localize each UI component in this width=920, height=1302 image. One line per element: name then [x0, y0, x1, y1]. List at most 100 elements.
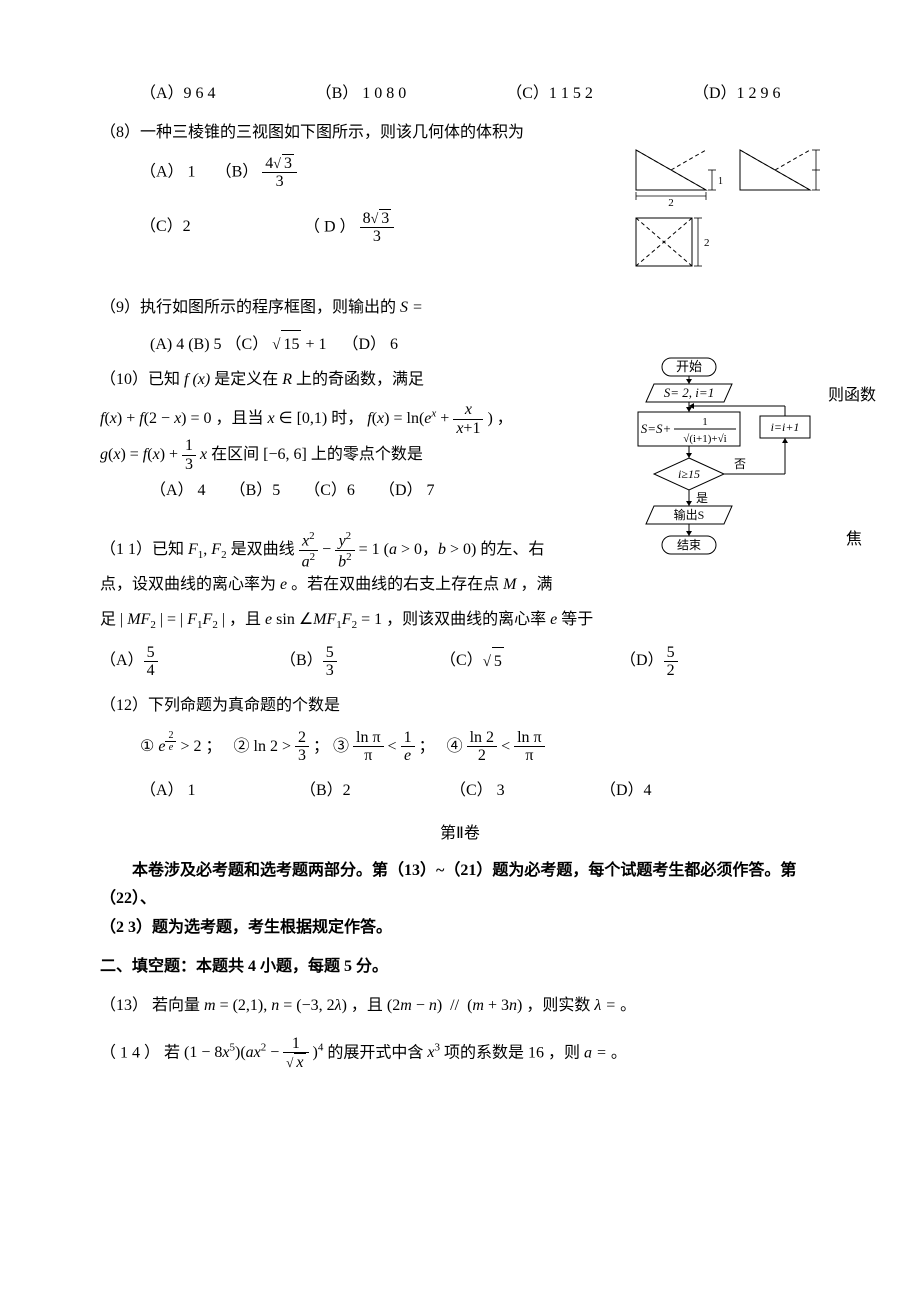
q13-a: （13） 若向量: [100, 997, 200, 1014]
q11-a-frac: 54: [144, 644, 158, 680]
q13-b: ，且: [351, 997, 383, 1014]
q14-pow: )4: [313, 1044, 324, 1061]
q11-c-label: （C）: [440, 647, 483, 676]
q11-side: 焦: [846, 526, 862, 555]
q10-l3a: 在区间: [211, 446, 259, 463]
dim-1a: 1: [718, 176, 723, 187]
q10-stem-a: （10）已知: [100, 371, 180, 388]
q11-l2a: 足: [100, 611, 116, 628]
q7-opt-a: （A）9 6 4: [140, 80, 216, 109]
q14-a: （ 1 4 ） 若: [100, 1044, 180, 1061]
q11-c-root: √5: [483, 647, 504, 677]
q11-d-frac: 52: [664, 644, 678, 680]
q11-l2d: 等于: [561, 611, 593, 628]
flowchart: 开始 S= 2, i=1 S=S+ 1 √(i+1)+√i i=i+1: [590, 354, 820, 584]
q14-d: ，则: [548, 1044, 580, 1061]
q14-expr: (1 − 8x5)(ax2 −: [184, 1044, 283, 1061]
q11-hyp2: y2b2: [335, 530, 355, 571]
q14-frac: 1√x: [283, 1035, 308, 1072]
section2-desc: 本卷涉及必考题和选考题两部分。第（13）~（21）题为必考题，每个试题考生都必须…: [100, 857, 820, 915]
q11-line2: 足 | MF2 | = | F1F2 | ，且 e sin ∠MF1F2 = 1…: [100, 606, 820, 636]
q10-l2c: ，: [497, 410, 513, 427]
q14-c: 项的系数是: [444, 1044, 524, 1061]
q11-l2b: ，且: [229, 611, 261, 628]
q11-options: （A） 54 （B） 53 （C） √5 （D） 52: [100, 644, 820, 680]
q12-stem: （12）下列命题为真命题的个数是: [100, 692, 820, 721]
q12-a: （A） 1: [140, 777, 300, 806]
section2-sub: 二、填空题：本题共 4 小题，每题 5 分。: [100, 953, 820, 982]
q13-par: (2m − n) // (m + 3n): [387, 997, 522, 1014]
q12-p2-frac: 23: [295, 729, 309, 765]
q11-a-label: （A）: [100, 647, 144, 676]
q12-p3b-frac: 1e: [401, 729, 415, 765]
section2-desc-b: （2 3）题为选考题，考生根据规定作答。: [100, 919, 392, 936]
q10-a: （A） 4: [150, 477, 206, 506]
q11-tail3: ，满: [520, 576, 552, 593]
q12-p2: ② ln 2 >: [234, 738, 291, 755]
q11-foci: F1, F2: [188, 541, 227, 558]
q14-e: 。: [611, 1044, 627, 1061]
flowchart-svg: 开始 S= 2, i=1 S=S+ 1 √(i+1)+√i i=i+1: [590, 354, 820, 584]
q9-a: (A) 4: [150, 336, 184, 353]
q12-p2-q12-p2t: ；: [313, 738, 329, 755]
three-views-svg: 2 1 2 1: [630, 144, 820, 274]
q11-minus: −: [322, 541, 335, 558]
q10-close: ): [487, 410, 492, 427]
q8-opt-c: （C）2: [140, 213, 300, 242]
q11-stem-a: （1 1）已知: [100, 541, 184, 558]
q10-g-frac: 13: [182, 437, 196, 473]
q12-p1-expr: e2e > 2: [158, 738, 201, 755]
q11-b-label: （B）: [280, 647, 323, 676]
q11-tail: 点，设双曲线的离心率为: [100, 576, 276, 593]
q9-d: （D） 6: [343, 336, 399, 353]
q9-c-label: （C）: [226, 336, 269, 353]
flow-init: S= 2, i=1: [664, 385, 714, 400]
q10-eq1: f(x) + f(2 − x) = 0: [100, 410, 212, 427]
q11-tail2: 。若在双曲线的右支上存在点: [291, 576, 499, 593]
q8-opt-d-label: （ D ）: [304, 218, 356, 235]
q7-opt-c: （C）1 1 5 2: [506, 80, 593, 109]
q12-props: ① e2e > 2 ； ② ln 2 > 23 ； ③ ln ππ < 1e ；…: [100, 729, 820, 765]
flow-cond: i≥15: [678, 467, 700, 481]
dim-2a: 2: [668, 197, 674, 209]
q13-m: m = (2,1), n = (−3, 2λ): [204, 997, 347, 1014]
q7-options: （A）9 6 4 （B） 1 0 8 0 （C）1 1 5 2 （D）1 2 9…: [100, 80, 820, 109]
q9-var: S =: [400, 299, 423, 316]
q10-fx: f (x): [184, 371, 210, 388]
svg-text:1: 1: [702, 416, 708, 428]
q12-p1b: ；: [205, 738, 221, 755]
q8-three-views: 2 1 2 1: [630, 144, 820, 274]
q11-b-frac: 53: [323, 644, 337, 680]
section2-desc-line2: （2 3）题为选考题，考生根据规定作答。: [100, 914, 820, 943]
flow-out: 输出S: [674, 507, 705, 522]
flow-yes: 是: [696, 491, 708, 505]
q11-stem-c: 的左、右: [480, 541, 544, 558]
q12-p4: ④: [447, 738, 463, 755]
flow-start: 开始: [676, 359, 702, 374]
q10-stem-c: 上的奇函数，满足: [296, 371, 424, 388]
q12-p3: ③: [333, 738, 349, 755]
q13-d: 。: [620, 997, 636, 1014]
q10-g: g(x) = f(x) +: [100, 446, 182, 463]
flow-no: 否: [734, 457, 746, 471]
q10-g-x: x: [200, 446, 207, 463]
flow-inc: i=i+1: [771, 420, 800, 434]
q8-opt-d-frac: 8√3 3: [360, 209, 395, 246]
dim-2c: 2: [704, 237, 710, 249]
q10-b: （B）5: [230, 477, 281, 506]
q9-b: (B) 5: [188, 336, 221, 353]
section2-title: 第Ⅱ卷: [100, 820, 820, 849]
q12-p3t: ；: [419, 738, 435, 755]
q12-p3-mid: <: [388, 738, 401, 755]
q12-p4b-frac: ln ππ: [514, 729, 545, 765]
q12-c: （C） 3: [450, 777, 600, 806]
flow-update-lhs: S=S+: [641, 421, 672, 436]
section2-desc-a: 本卷涉及必考题和选考题两部分。第（13）~（21）题为必考题，每个试题考生都必须…: [100, 862, 796, 908]
q10-l2b: 时，: [331, 410, 363, 427]
q14-coef: 16: [528, 1044, 544, 1061]
q11-d-label: （D）: [620, 647, 664, 676]
q13-lambda: λ =: [594, 997, 620, 1014]
q14-a-eq: a =: [584, 1044, 611, 1061]
q9-stem: （9）执行如图所示的程序框图，则输出的: [100, 299, 396, 316]
q10-eq2: f(x) = ln(ex +: [367, 410, 453, 427]
